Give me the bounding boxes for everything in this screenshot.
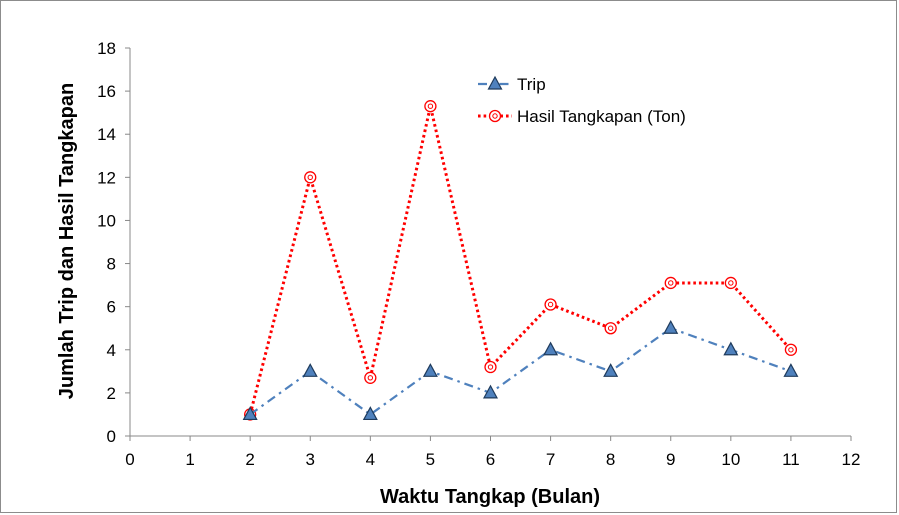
data-point-trip: [422, 363, 438, 377]
series-hasil-tangkapan: [244, 100, 798, 421]
x-tick-label: 4: [366, 450, 375, 469]
y-tick-label: 6: [107, 298, 116, 317]
y-tick-label: 2: [107, 384, 116, 403]
data-point-hasil-tangkapan: [364, 371, 377, 384]
x-tick-label: 0: [125, 450, 134, 469]
x-tick-labels: 0 1 2 3 4 5 6 7 8 9 10 11 12: [125, 450, 860, 469]
data-point-trip: [663, 319, 679, 334]
data-point-hasil-tangkapan: [544, 298, 557, 311]
x-tick-label: 6: [486, 450, 495, 469]
data-point-trip: [242, 406, 258, 421]
x-tick-label: 10: [721, 450, 740, 469]
data-point-trip: [482, 384, 499, 399]
y-axis-title: Jumlah Trip dan Hasil Tangkapan: [56, 83, 78, 399]
legend-item-trip: Trip: [478, 75, 546, 94]
y-tick-label: 8: [107, 255, 116, 274]
axes: [125, 47, 852, 441]
legend-marker-hasil-tangkapan: [488, 109, 502, 123]
y-tick-label: 18: [97, 39, 116, 58]
data-point-hasil-tangkapan: [604, 322, 617, 335]
data-point-trip: [543, 341, 559, 356]
data-point-trip: [783, 363, 799, 377]
legend-marker-trip: [487, 75, 503, 90]
data-point-hasil-tangkapan: [424, 100, 437, 113]
data-point-hasil-tangkapan: [304, 171, 317, 184]
y-tick-label: 10: [97, 211, 116, 230]
series-layer: [242, 100, 799, 421]
series-line-hasil-tangkapan: [248, 105, 793, 415]
x-tick-label: 2: [245, 450, 254, 469]
y-tick-label: 12: [97, 168, 116, 187]
y-tick-label: 4: [107, 341, 116, 360]
series-line-trip: [249, 326, 792, 416]
data-point-trip: [362, 406, 378, 421]
data-point-hasil-tangkapan: [724, 276, 737, 290]
y-tick-labels: 0 2 4 6 8 10 12 14 16 18: [97, 39, 116, 446]
legend-label-hasil-tangkapan: Hasil Tangkapan (Ton): [517, 107, 686, 126]
y-tick-label: 14: [97, 125, 116, 144]
x-tick-label: 8: [606, 450, 615, 469]
data-point-hasil-tangkapan: [784, 343, 798, 356]
y-tick-label: 0: [107, 427, 116, 446]
data-point-trip: [603, 363, 619, 377]
data-point-hasil-tangkapan: [484, 360, 497, 374]
x-axis-title: Waktu Tangkap (Bulan): [380, 486, 600, 508]
x-tick-label: 1: [185, 450, 194, 469]
series-trip: [242, 319, 799, 421]
data-point-trip: [723, 341, 739, 356]
x-tick-label: 11: [782, 450, 800, 469]
data-point-trip: [302, 363, 318, 377]
x-tick-label: 12: [842, 450, 861, 469]
x-tick-label: 5: [426, 450, 435, 469]
x-tick-label: 7: [546, 450, 555, 469]
data-point-hasil-tangkapan: [664, 276, 677, 290]
legend-label-trip: Trip: [517, 75, 546, 94]
x-tick-label: 9: [666, 450, 675, 469]
legend-item-hasil-tangkapan: Hasil Tangkapan (Ton): [478, 107, 686, 126]
legend: Trip Hasil Tangkapan (Ton): [478, 75, 686, 126]
y-tick-label: 16: [97, 82, 116, 101]
x-tick-label: 3: [306, 450, 315, 469]
